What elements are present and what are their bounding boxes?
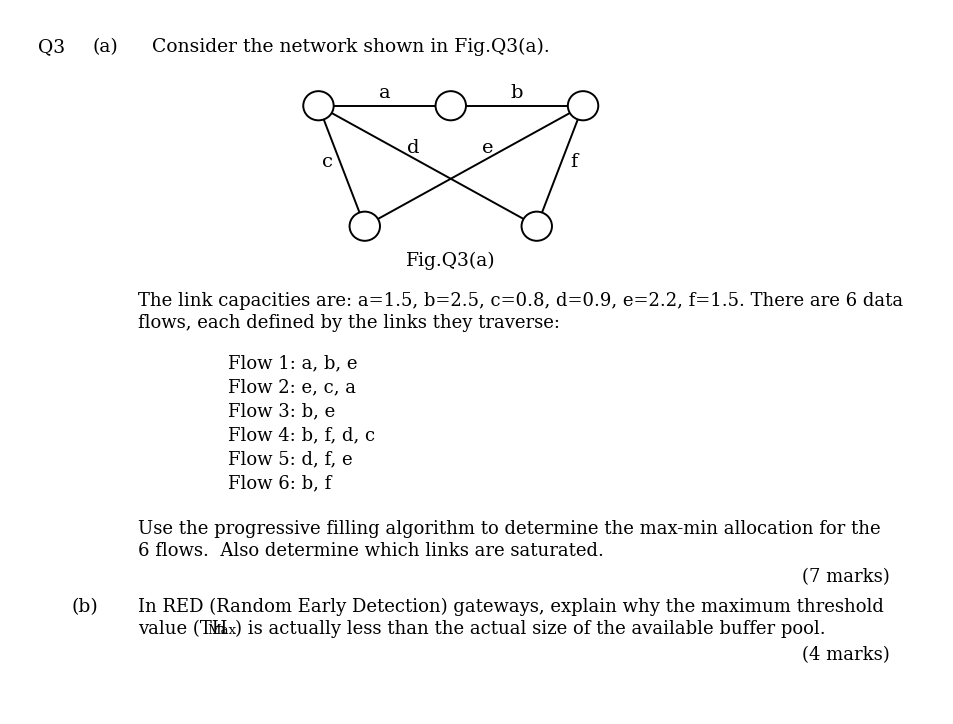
Text: (b): (b)	[71, 598, 99, 616]
Text: The link capacities are: a=1.5, b=2.5, c=0.8, d=0.9, e=2.2, f=1.5. There are 6 d: The link capacities are: a=1.5, b=2.5, c…	[138, 292, 902, 310]
Text: Flow 5: d, f, e: Flow 5: d, f, e	[228, 450, 353, 468]
Text: (a): (a)	[92, 38, 118, 56]
Text: value (TH: value (TH	[138, 620, 227, 638]
Circle shape	[349, 211, 379, 241]
Text: c: c	[322, 153, 333, 171]
Text: e: e	[481, 138, 493, 156]
Circle shape	[436, 91, 465, 120]
Text: 6 flows.  Also determine which links are saturated.: 6 flows. Also determine which links are …	[138, 542, 603, 560]
Text: Flow 1: a, b, e: Flow 1: a, b, e	[228, 354, 357, 372]
Text: Consider the network shown in Fig.Q3(a).: Consider the network shown in Fig.Q3(a).	[152, 38, 549, 56]
Text: Flow 4: b, f, d, c: Flow 4: b, f, d, c	[228, 426, 375, 444]
Text: Q3: Q3	[38, 38, 65, 56]
Text: Flow 6: b, f: Flow 6: b, f	[228, 474, 331, 492]
Circle shape	[303, 91, 334, 120]
Text: Use the progressive filling algorithm to determine the max-min allocation for th: Use the progressive filling algorithm to…	[138, 520, 880, 538]
Text: Max: Max	[207, 624, 236, 637]
Circle shape	[521, 211, 552, 241]
Text: d: d	[407, 138, 419, 156]
Text: b: b	[510, 84, 522, 102]
Text: flows, each defined by the links they traverse:: flows, each defined by the links they tr…	[138, 314, 559, 332]
Text: ) is actually less than the actual size of the available buffer pool.: ) is actually less than the actual size …	[234, 620, 824, 639]
Text: f: f	[570, 153, 577, 171]
Text: (7 marks): (7 marks)	[801, 568, 889, 586]
Text: In RED (Random Early Detection) gateways, explain why the maximum threshold: In RED (Random Early Detection) gateways…	[138, 598, 882, 616]
Circle shape	[567, 91, 598, 120]
Text: Fig.Q3(a): Fig.Q3(a)	[406, 251, 495, 269]
Text: a: a	[378, 84, 390, 102]
Text: Flow 2: e, c, a: Flow 2: e, c, a	[228, 378, 355, 396]
Text: Flow 3: b, e: Flow 3: b, e	[228, 402, 335, 420]
Text: (4 marks): (4 marks)	[801, 646, 889, 664]
